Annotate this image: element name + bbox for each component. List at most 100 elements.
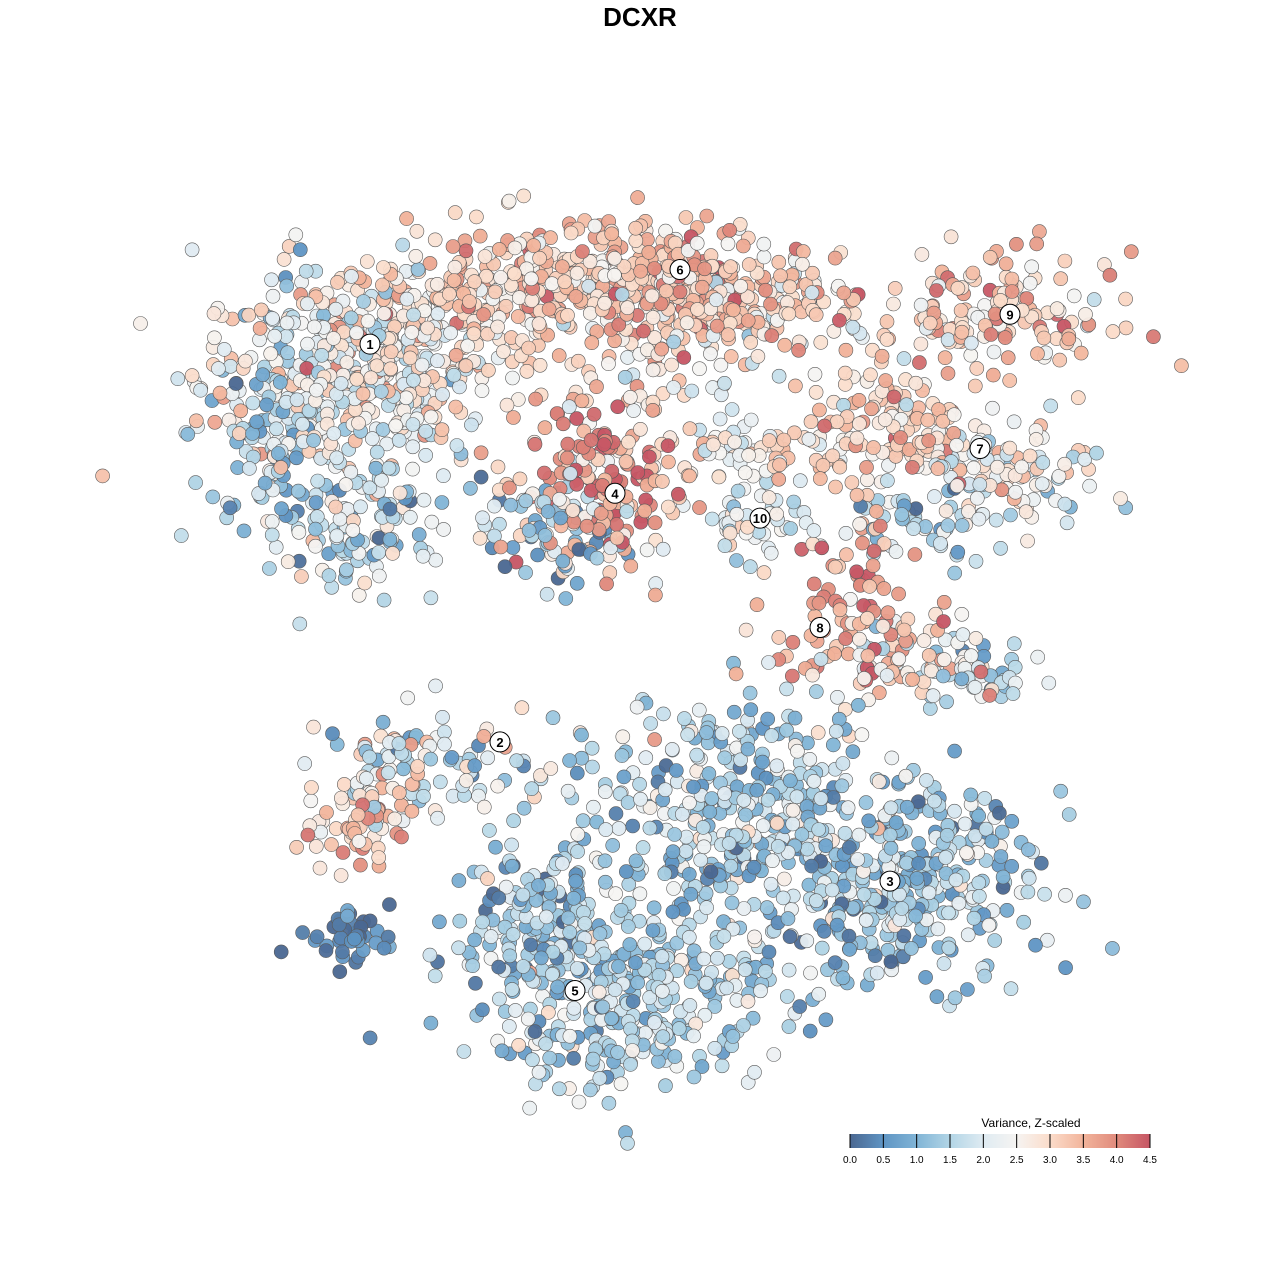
data-point-cluster-3 <box>759 900 775 915</box>
data-point-cluster-3 <box>681 866 697 882</box>
data-point-cluster-3 <box>977 968 992 984</box>
data-point-cluster-5 <box>582 1082 598 1098</box>
data-point-cluster-3 <box>638 750 654 766</box>
data-point-cluster-6 <box>472 228 488 244</box>
data-point-cluster-8 <box>849 564 864 580</box>
data-point-cluster-3 <box>818 838 834 854</box>
data-point-cluster-10 <box>730 483 746 499</box>
data-point-cluster-6 <box>644 288 660 304</box>
data-point-cluster-1 <box>446 273 462 288</box>
data-point-cluster-3 <box>533 768 548 783</box>
data-point-cluster-3 <box>755 754 770 770</box>
data-point-cluster-9 <box>1086 292 1102 307</box>
data-point-cluster-1 <box>180 426 196 442</box>
data-point-cluster-8 <box>811 595 827 611</box>
data-point-cluster-1 <box>460 338 476 354</box>
data-point-cluster-6 <box>622 389 638 405</box>
data-point-cluster-8 <box>967 679 983 695</box>
data-point-cluster-9 <box>1022 275 1038 291</box>
svg-text:1: 1 <box>366 337 373 352</box>
data-point-cluster-9 <box>985 367 1001 383</box>
data-point-cluster-5 <box>498 879 514 895</box>
data-point-cluster-10 <box>763 545 779 561</box>
data-point-cluster-3 <box>714 726 730 741</box>
data-point-cluster-2 <box>458 773 474 788</box>
data-point-cluster-3 <box>957 816 973 832</box>
data-point-cluster-1 <box>349 325 364 341</box>
data-point-cluster-3 <box>570 826 586 842</box>
data-point-cluster-4 <box>537 528 553 543</box>
data-point-cluster-1 <box>398 390 414 406</box>
data-point-cluster-6 <box>647 261 662 276</box>
data-point-cluster-6 <box>531 316 547 332</box>
data-point-cluster-9 <box>950 280 966 296</box>
data-point-cluster-1 <box>428 552 444 568</box>
cluster-label-9: 9 <box>999 303 1021 325</box>
data-point-cluster-6 <box>654 341 669 357</box>
data-point-cluster-1 <box>306 433 321 448</box>
data-point-cluster-3 <box>845 744 861 760</box>
data-point-cluster-5 <box>625 994 641 1009</box>
data-point-cluster-7 <box>935 413 951 429</box>
data-point-cluster-3 <box>858 912 874 928</box>
data-point-cluster-9 <box>837 365 853 381</box>
data-point-cluster-4 <box>518 493 534 509</box>
data-point-cluster-1 <box>265 288 281 304</box>
data-point-cluster-3 <box>1021 870 1037 886</box>
data-point-cluster-8 <box>905 672 920 687</box>
data-point-cluster-2 <box>391 736 407 751</box>
data-point-cluster-5 <box>620 1136 635 1151</box>
data-point-cluster-4 <box>486 498 502 514</box>
data-point-cluster-4 <box>647 515 663 531</box>
data-point-cluster-1 <box>184 242 200 258</box>
data-point-cluster-3 <box>695 820 711 835</box>
data-point-cluster-6 <box>516 188 532 204</box>
data-point-cluster-5 <box>538 1036 553 1052</box>
data-point-cluster-6 <box>521 340 536 356</box>
data-point-cluster-9 <box>1118 320 1134 336</box>
data-point-cluster-3 <box>927 793 942 809</box>
data-point-cluster-1 <box>363 370 379 386</box>
data-point-cluster-3 <box>782 773 798 789</box>
data-point-cluster-3 <box>699 725 714 740</box>
data-point-cluster-1 <box>374 472 389 488</box>
data-point-cluster-5 <box>611 959 626 974</box>
data-point-cluster-1 <box>289 392 305 408</box>
data-point-cluster-3 <box>908 908 923 924</box>
data-point-cluster-6 <box>487 284 503 300</box>
data-point-cluster-3 <box>883 800 899 816</box>
data-point-cluster-4 <box>670 486 686 502</box>
data-point-cluster-9 <box>913 336 929 352</box>
data-point-cluster-7 <box>788 378 803 394</box>
data-point-cluster-1 <box>392 485 408 501</box>
data-point-cluster-4 <box>527 436 543 452</box>
data-point-cluster-9 <box>914 247 930 262</box>
data-point-cluster-3 <box>814 940 830 956</box>
data-point-cluster-9 <box>1057 253 1073 269</box>
data-point-cluster-7 <box>938 503 954 519</box>
data-point-cluster-7 <box>776 432 792 448</box>
data-point-cluster-8 <box>749 597 765 613</box>
data-point-cluster-3 <box>966 910 982 926</box>
data-point-cluster-7 <box>989 459 1005 475</box>
data-point-cluster-7 <box>940 366 956 381</box>
data-point-cluster-7 <box>920 412 936 428</box>
data-point-cluster-5 <box>533 950 549 966</box>
data-point-cluster-9 <box>1009 237 1024 252</box>
data-point-cluster-5 <box>719 980 735 996</box>
data-point-cluster-9 <box>1052 352 1067 368</box>
colorbar-tick-label: 4.0 <box>1110 1155 1124 1166</box>
data-point-cluster-3 <box>806 773 822 789</box>
data-point-cluster-8 <box>805 667 820 683</box>
data-point-cluster-1 <box>279 315 295 331</box>
data-point-cluster-3 <box>835 756 851 771</box>
data-point-cluster-6 <box>699 208 715 224</box>
data-point-cluster-7 <box>954 518 970 533</box>
data-point-cluster-3 <box>633 791 648 807</box>
data-point-cluster-5 <box>465 958 480 974</box>
data-point-cluster-7 <box>1003 507 1018 523</box>
data-point-cluster-3 <box>545 710 561 726</box>
data-point-cluster-3 <box>770 839 786 854</box>
data-point-cluster-2 <box>490 778 506 794</box>
data-point-cluster-6 <box>526 238 541 253</box>
